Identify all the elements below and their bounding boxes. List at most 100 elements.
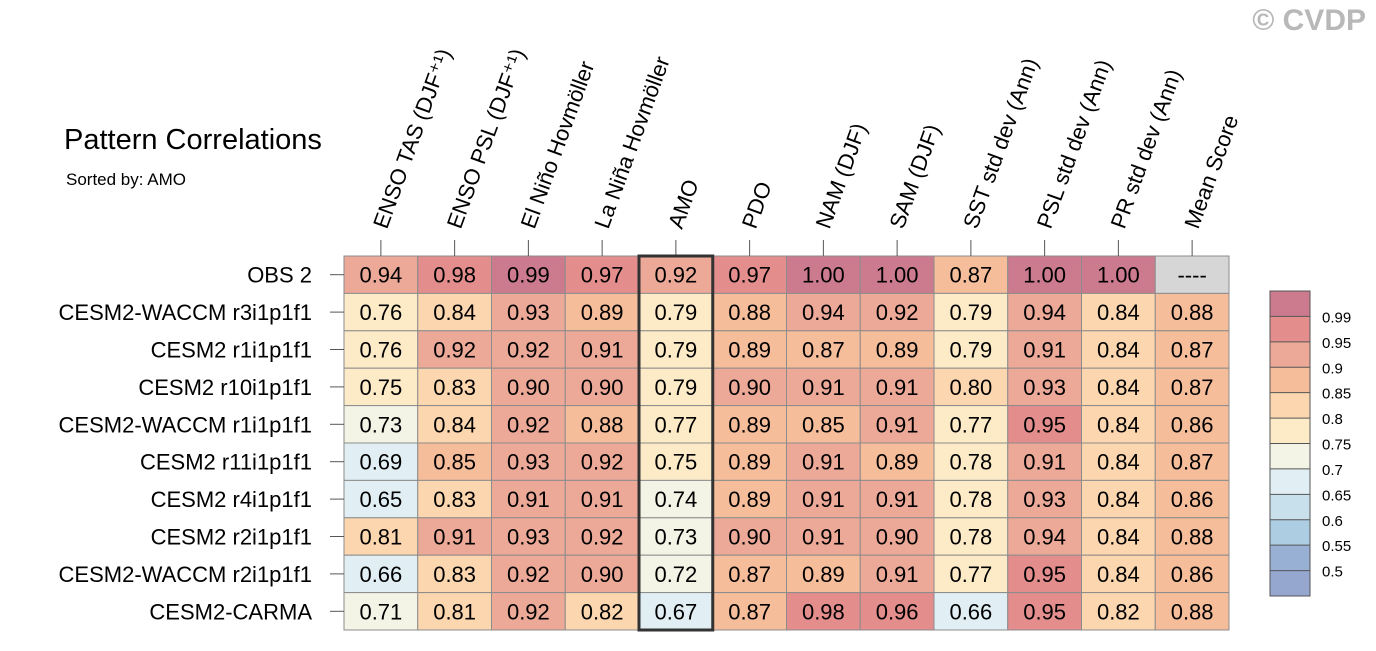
column-label: ENSO PSL (DJF⁺¹) xyxy=(442,45,530,231)
cell-value-label: 0.83 xyxy=(433,487,476,512)
column-label: La Niña Hovmöller xyxy=(589,53,674,232)
heatmap-cell xyxy=(417,255,492,294)
heatmap-cell xyxy=(1154,330,1230,369)
cell-value-label: 0.95 xyxy=(1023,562,1066,587)
cell-value-label: 0.93 xyxy=(1023,487,1066,512)
cell-value-label: 0.91 xyxy=(581,487,624,512)
cell-value-label: 0.99 xyxy=(507,263,550,288)
heatmap-cell xyxy=(564,517,640,556)
cell-value-label: 1.00 xyxy=(1097,263,1140,288)
cell-value-label: 0.88 xyxy=(1171,599,1214,624)
cell-value-label: 0.94 xyxy=(1023,300,1066,325)
cell-value-label: 0.94 xyxy=(359,263,402,288)
cell-value-label: 0.84 xyxy=(1097,525,1140,550)
cell-value-label: 0.86 xyxy=(1171,487,1214,512)
heatmap-cell xyxy=(859,592,935,631)
cell-value-label: 0.75 xyxy=(654,450,697,475)
cell-value-label: 0.67 xyxy=(654,599,697,624)
heatmap-cell xyxy=(1154,592,1230,631)
cell-value-label: 0.84 xyxy=(1097,450,1140,475)
cell-value-label: 0.88 xyxy=(1171,300,1214,325)
colorbar-label: 0.9 xyxy=(1322,360,1343,377)
heatmap-cell xyxy=(859,442,935,481)
heatmap-cell xyxy=(1007,592,1082,631)
colorbar-label: 0.95 xyxy=(1322,335,1351,352)
cell-value-label: 0.93 xyxy=(507,300,550,325)
colorbar-swatch xyxy=(1270,519,1310,546)
cell-value-label: 0.77 xyxy=(654,412,697,437)
colorbar-label: 0.55 xyxy=(1322,538,1351,555)
heatmap-cell xyxy=(786,592,861,631)
cell-value-label: 0.79 xyxy=(949,300,992,325)
colorbar-swatch xyxy=(1270,443,1310,469)
cell-value-label: 0.98 xyxy=(433,263,476,288)
heatmap-cell xyxy=(933,330,1009,369)
heatmap-cell xyxy=(712,367,787,407)
cell-value-label: 0.91 xyxy=(1023,338,1066,363)
heatmap-cell xyxy=(638,442,714,481)
cell-value-label: 0.91 xyxy=(876,412,919,437)
cell-value-label: 0.90 xyxy=(728,375,771,400)
cell-value-label: 0.91 xyxy=(507,487,550,512)
column-label: Mean Score xyxy=(1179,112,1243,232)
cell-value-label: 0.91 xyxy=(876,562,919,587)
heatmap-cell xyxy=(1081,442,1156,481)
heatmap-cell xyxy=(1007,479,1082,519)
cell-value-label: 0.78 xyxy=(949,487,992,512)
cell-value-label: 0.73 xyxy=(654,525,697,550)
colorbar: 0.99 0.95 0.9 0.85 0.8 0.75 0.7 0.65 0.6 0.55 0.5 xyxy=(1269,290,1351,597)
heatmap-cell xyxy=(1081,292,1156,332)
cell-value-label: 0.79 xyxy=(949,338,992,363)
colorbar-swatch xyxy=(1270,316,1310,342)
heatmap-cell xyxy=(859,517,935,556)
cell-value-label: 0.87 xyxy=(1171,450,1214,475)
cell-value-label: 0.91 xyxy=(876,375,919,400)
column-label: AMO xyxy=(663,176,704,232)
cell-value-label: 0.90 xyxy=(728,525,771,550)
colorbar-label: 0.99 xyxy=(1322,309,1351,326)
cell-value-label: 0.65 xyxy=(359,487,402,512)
heatmap-cell xyxy=(712,292,787,332)
heatmap-cell xyxy=(1007,517,1082,556)
column-label: NAM (DJF) xyxy=(811,120,872,232)
heatmap-cell xyxy=(1154,255,1230,294)
cell-value-label: 0.66 xyxy=(359,562,402,587)
heatmap-cell xyxy=(1081,405,1156,444)
heatmap-cell xyxy=(343,330,419,369)
heatmap-cell xyxy=(933,592,1009,631)
cell-value-label: 0.91 xyxy=(1023,450,1066,475)
column-label: ENSO TAS (DJF⁺¹) xyxy=(368,45,456,231)
heatmap-cell xyxy=(564,554,640,594)
heatmap-cell xyxy=(933,442,1009,481)
cell-value-label: 0.97 xyxy=(728,263,771,288)
colorbar-label: 0.75 xyxy=(1322,437,1351,454)
cell-value-label: 0.92 xyxy=(581,525,624,550)
colorbar-swatch xyxy=(1270,570,1310,596)
heatmap-cell xyxy=(417,479,492,519)
cell-value-label: 0.87 xyxy=(728,562,771,587)
heatmap-cell xyxy=(1081,479,1156,519)
cell-value-label: 0.84 xyxy=(1097,300,1140,325)
cell-value-label: 0.90 xyxy=(876,525,919,550)
cell-value-label: 0.82 xyxy=(1097,599,1140,624)
row-label: OBS 2 xyxy=(247,263,312,288)
cell-value-label: 0.88 xyxy=(581,412,624,437)
heatmap-cell xyxy=(343,405,419,444)
cell-value-label: 0.90 xyxy=(581,375,624,400)
heatmap-cell xyxy=(638,292,714,332)
cell-value-label: 1.00 xyxy=(802,263,845,288)
cell-value-label: 0.79 xyxy=(654,375,697,400)
cell-value-label: 0.76 xyxy=(359,338,402,363)
row-label: CESM2 r11i1p1f1 xyxy=(140,450,312,475)
colorbar-label: 0.65 xyxy=(1322,487,1351,504)
cell-value-label: 0.89 xyxy=(581,300,624,325)
cell-value-label: 0.87 xyxy=(949,263,992,288)
cell-value-label: 0.73 xyxy=(359,412,402,437)
cell-value-label: 0.81 xyxy=(433,599,476,624)
cell-value-label: 0.84 xyxy=(1097,412,1140,437)
cell-value-label: 0.89 xyxy=(728,338,771,363)
heatmap-cell xyxy=(786,367,861,407)
column-label: PSL std dev (Ann) xyxy=(1032,56,1116,232)
heatmap-cell xyxy=(1154,554,1230,594)
cell-value-label: 0.87 xyxy=(728,599,771,624)
